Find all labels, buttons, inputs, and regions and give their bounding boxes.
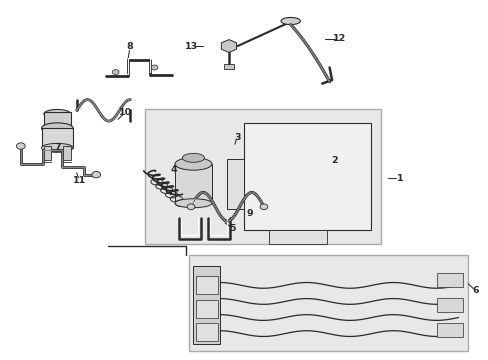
Text: 9: 9	[245, 210, 252, 219]
Ellipse shape	[281, 18, 300, 24]
Text: 6: 6	[471, 286, 478, 295]
Bar	[144, 109, 380, 244]
Bar	[43, 146, 51, 160]
Bar	[436, 273, 462, 287]
Bar	[196, 323, 217, 341]
Bar	[44, 112, 71, 126]
Text: 5: 5	[228, 224, 235, 233]
Bar	[193, 266, 220, 344]
Circle shape	[187, 204, 195, 210]
Circle shape	[92, 171, 101, 178]
Circle shape	[17, 143, 25, 149]
Circle shape	[151, 65, 158, 70]
Text: 13: 13	[184, 41, 197, 50]
Bar	[41, 128, 73, 148]
Ellipse shape	[44, 109, 71, 118]
Ellipse shape	[182, 153, 204, 162]
Bar	[196, 276, 217, 294]
Text: 10: 10	[119, 108, 132, 117]
Bar	[244, 123, 370, 230]
Text: 2: 2	[330, 156, 337, 165]
Text: 3: 3	[233, 132, 240, 141]
Polygon shape	[221, 40, 236, 53]
Bar	[188, 255, 467, 351]
Bar	[224, 64, 233, 69]
Text: 8: 8	[126, 41, 133, 50]
Ellipse shape	[175, 199, 211, 208]
Ellipse shape	[175, 158, 211, 170]
Bar	[63, 146, 71, 160]
Text: 7: 7	[54, 143, 61, 152]
Ellipse shape	[41, 143, 73, 152]
Text: 4: 4	[170, 165, 177, 174]
Bar	[227, 158, 244, 208]
Text: 12: 12	[332, 35, 345, 44]
Bar	[268, 230, 326, 244]
Bar	[175, 164, 211, 203]
Bar	[436, 298, 462, 312]
Circle shape	[260, 204, 267, 210]
Bar	[436, 323, 462, 337]
Ellipse shape	[41, 123, 73, 134]
Text: 1: 1	[396, 174, 403, 183]
Text: 11: 11	[72, 176, 85, 185]
Bar	[196, 300, 217, 318]
Circle shape	[112, 69, 119, 75]
